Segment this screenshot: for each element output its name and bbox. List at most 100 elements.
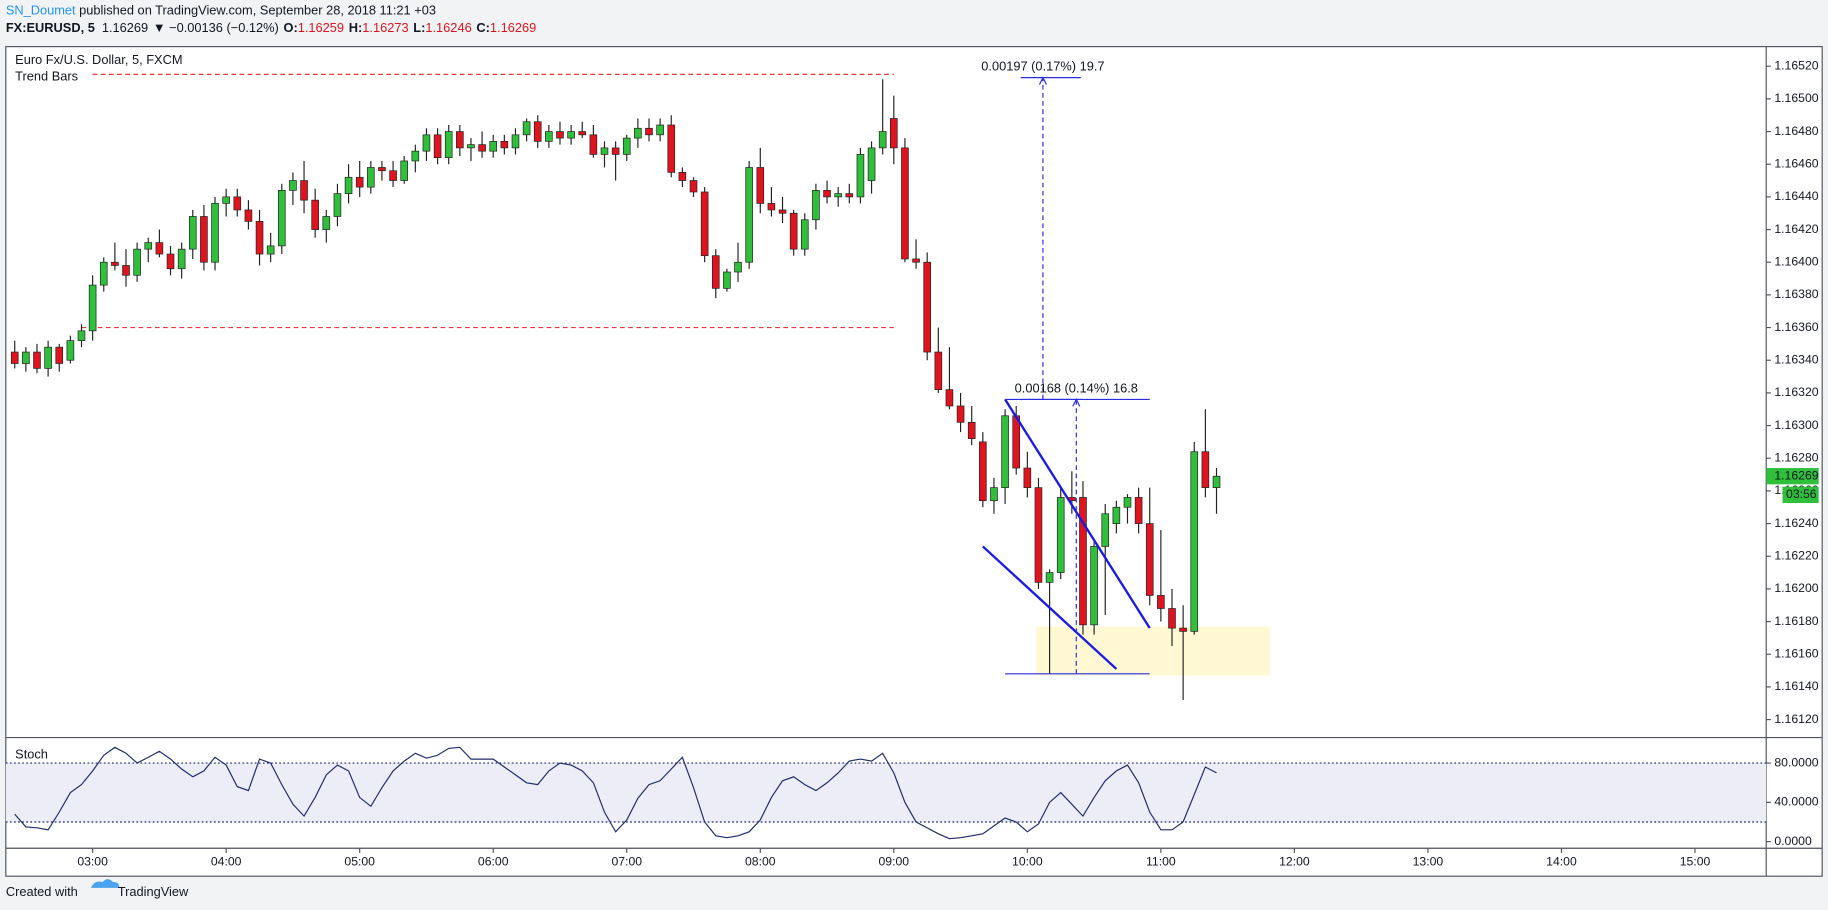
candle-body (1179, 627, 1187, 632)
x-tick-label: 06:00 (478, 854, 509, 868)
x-tick-label: 10:00 (1012, 854, 1043, 868)
candle-body (678, 172, 687, 181)
x-tick-label: 15:00 (1680, 854, 1711, 868)
candle-body (834, 193, 842, 198)
x-tick-label: 05:00 (344, 854, 375, 868)
candle-body (277, 190, 286, 247)
y-tick-label: 1.16160 (1774, 646, 1818, 660)
candle-body (634, 127, 642, 139)
symbol-line: FX:EURUSD, 5 1.16269 ▼ −0.00136 (−0.12%) O:… (6, 21, 536, 36)
candle-body (22, 351, 30, 364)
candle-body (856, 154, 865, 198)
last-price: 1.16269 (102, 21, 148, 36)
candle-body (244, 209, 253, 222)
candle-body (1168, 608, 1176, 629)
candle-body (333, 193, 342, 217)
candle-body (133, 248, 141, 276)
trend-line (1004, 398, 1151, 629)
y-tick-label: 80.0000 (1774, 755, 1818, 769)
candle-body (367, 167, 375, 188)
candle-body (1101, 513, 1110, 547)
header-line: SN_Doumet published on TradingView.com, S… (6, 3, 436, 18)
candle-body (578, 131, 587, 136)
measure-label: 0.00197 (0.17%) 19.7 (981, 59, 1104, 74)
y-tick-label: 1.16340 (1774, 352, 1818, 366)
price-tag (1766, 468, 1819, 485)
candle-body (945, 389, 954, 407)
ohlc-label: H: (349, 21, 363, 36)
measure-arrow-head (1038, 76, 1047, 85)
chart-title: Euro Fx/U.S. Dollar, 5, FXCM (15, 52, 182, 67)
x-tick-label: 07:00 (611, 854, 642, 868)
ohlc-value: 1.16246 (425, 21, 471, 36)
candle-body (422, 134, 431, 152)
price-tag-label: 1.16269 (1774, 468, 1818, 482)
candle-body (567, 131, 575, 139)
candle-body (355, 176, 364, 188)
candle-body (545, 131, 553, 142)
y-tick-label: 1.16140 (1774, 679, 1818, 693)
x-tick-label: 14:00 (1546, 854, 1577, 868)
stoch-title: Stoch (15, 746, 48, 761)
ohlc-value: 1.16273 (362, 21, 408, 36)
y-tick-label: 1.16460 (1774, 156, 1818, 170)
countdown-tag (1782, 486, 1819, 504)
candle-body (222, 196, 230, 204)
candle-body (489, 140, 498, 152)
stoch-line (14, 746, 1217, 840)
candle-body (556, 131, 564, 139)
candle-body (800, 219, 809, 250)
y-tick-label: 1.16480 (1774, 124, 1818, 138)
candle-body (1056, 497, 1065, 573)
x-tick-label: 08:00 (745, 854, 776, 868)
price-change: ▼ −0.00136 (−0.12%) (153, 21, 279, 36)
candle-body (611, 147, 620, 155)
candle-body (55, 346, 64, 364)
candle-body (1212, 475, 1221, 488)
symbol: FX:EURUSD, 5 (6, 21, 95, 36)
candle-body (411, 150, 420, 162)
candle-body (745, 167, 753, 263)
y-tick-label: 1.16220 (1774, 548, 1818, 562)
candle-body (433, 134, 442, 159)
candle-body (444, 131, 453, 159)
y-tick-label: 1.16500 (1774, 91, 1818, 105)
candle-body (266, 245, 275, 255)
y-tick-label: 1.16420 (1774, 222, 1818, 236)
x-tick-label: 03:00 (77, 854, 108, 868)
created-with: Created with (6, 884, 78, 899)
candle-body (233, 196, 242, 211)
candle-body (734, 261, 742, 273)
y-tick-label: 0.0000 (1774, 834, 1812, 848)
candle-body (378, 167, 386, 172)
x-tick-label: 12:00 (1279, 854, 1310, 868)
trend-line (982, 545, 1118, 670)
candle-body (1012, 415, 1021, 469)
y-tick-label: 1.16280 (1774, 450, 1818, 464)
candle-body (1134, 497, 1143, 524)
y-tick-label: 1.16300 (1774, 418, 1818, 432)
ohlc-label: C: (476, 21, 490, 36)
candle-body (923, 261, 931, 353)
chart-frame (5, 46, 1823, 877)
candle-body (901, 147, 909, 260)
candle-body (878, 131, 887, 149)
candle-body (1034, 487, 1043, 583)
candle-body (812, 190, 820, 221)
candle-body (88, 284, 97, 332)
y-tick-label: 1.16360 (1774, 320, 1818, 334)
candle-body (144, 242, 153, 250)
candle-body (322, 216, 331, 230)
candle-body (511, 134, 520, 149)
candle-body (689, 180, 698, 193)
x-tick-label: 11:00 (1146, 854, 1176, 868)
candle-body (645, 127, 653, 136)
candle-body (300, 180, 308, 201)
candle-body (967, 421, 976, 439)
candle-body (1090, 546, 1098, 626)
candle-body (289, 180, 297, 191)
candle-body (1123, 497, 1132, 508)
candle-body (66, 340, 75, 361)
candle-body (867, 147, 876, 181)
measure-arrow-head (1072, 398, 1081, 407)
